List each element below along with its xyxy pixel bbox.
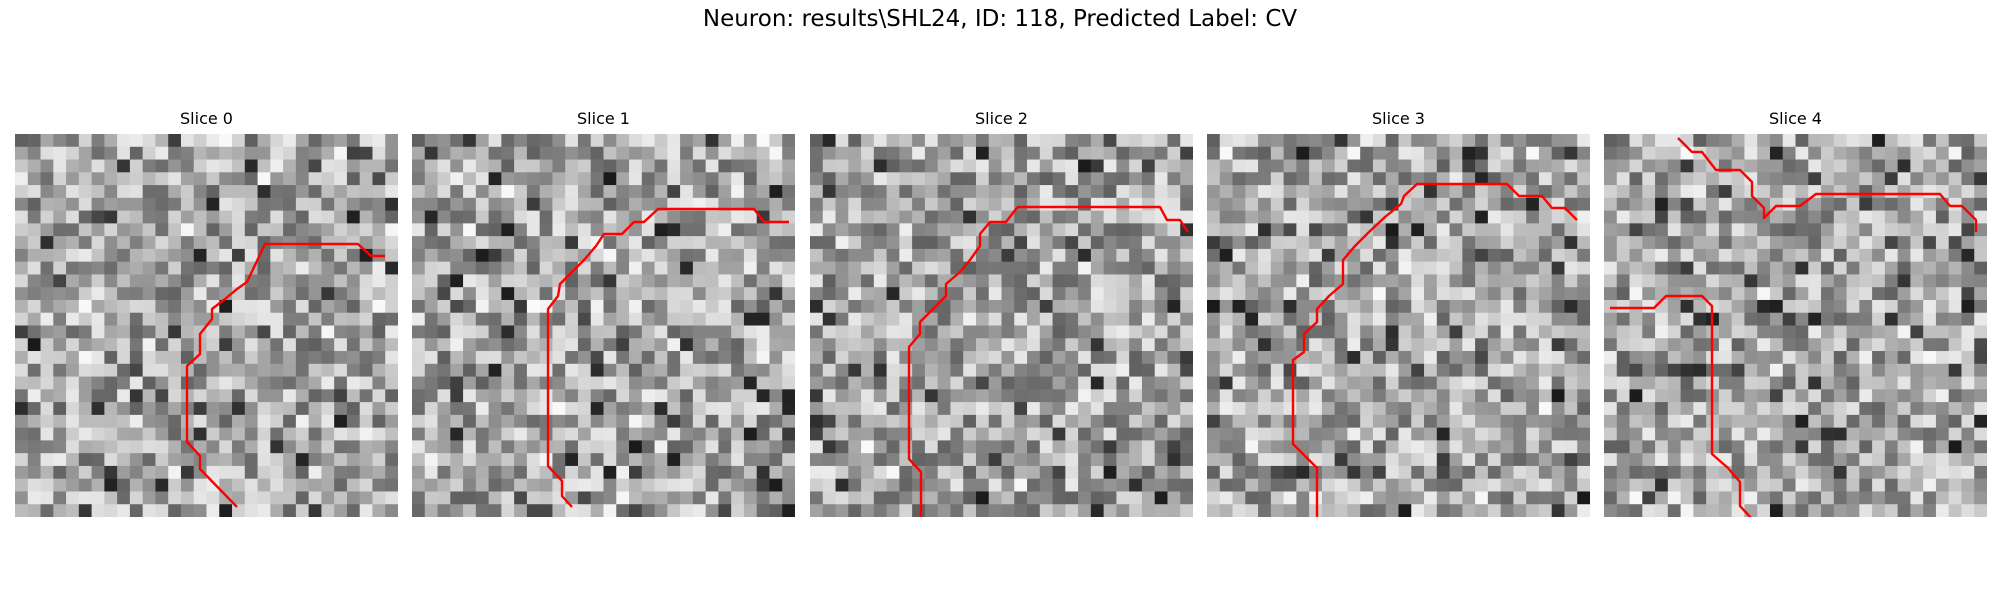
slice-title-0: Slice 0 (180, 109, 233, 128)
slice-image-2 (810, 134, 1193, 517)
slice-panel-2: Slice 2 (810, 108, 1193, 517)
slice-pixels-1 (412, 134, 795, 517)
slice-panel-3: Slice 3 (1207, 108, 1590, 517)
slice-pixels-4 (1604, 134, 1987, 517)
slice-title-2: Slice 2 (975, 109, 1028, 128)
slice-pixels-0 (15, 134, 398, 517)
slice-image-1 (412, 134, 795, 517)
membrane-trace-2 (907, 205, 1189, 517)
slice-panel-4: Slice 4 (1604, 108, 1987, 517)
slice-pixels-2 (810, 134, 1193, 517)
slice-image-0 (15, 134, 398, 517)
slice-panel-0: Slice 0 (15, 108, 398, 517)
membrane-trace-4 (1677, 137, 1978, 232)
slice-image-3 (1207, 134, 1590, 517)
membrane-trace-1 (546, 207, 789, 508)
slice-title-4: Slice 4 (1769, 109, 1822, 128)
slice-title-3: Slice 3 (1372, 109, 1425, 128)
slice-title-1: Slice 1 (577, 109, 630, 128)
slice-panel-1: Slice 1 (412, 108, 795, 517)
membrane-trace-4b (1610, 294, 1752, 517)
figure-title: Neuron: results\SHL24, ID: 118, Predicte… (702, 6, 1298, 32)
membrane-trace-0 (185, 242, 385, 508)
slice-pixels-3 (1207, 134, 1590, 517)
slice-image-4 (1604, 134, 1987, 517)
membrane-trace-3 (1291, 182, 1578, 517)
